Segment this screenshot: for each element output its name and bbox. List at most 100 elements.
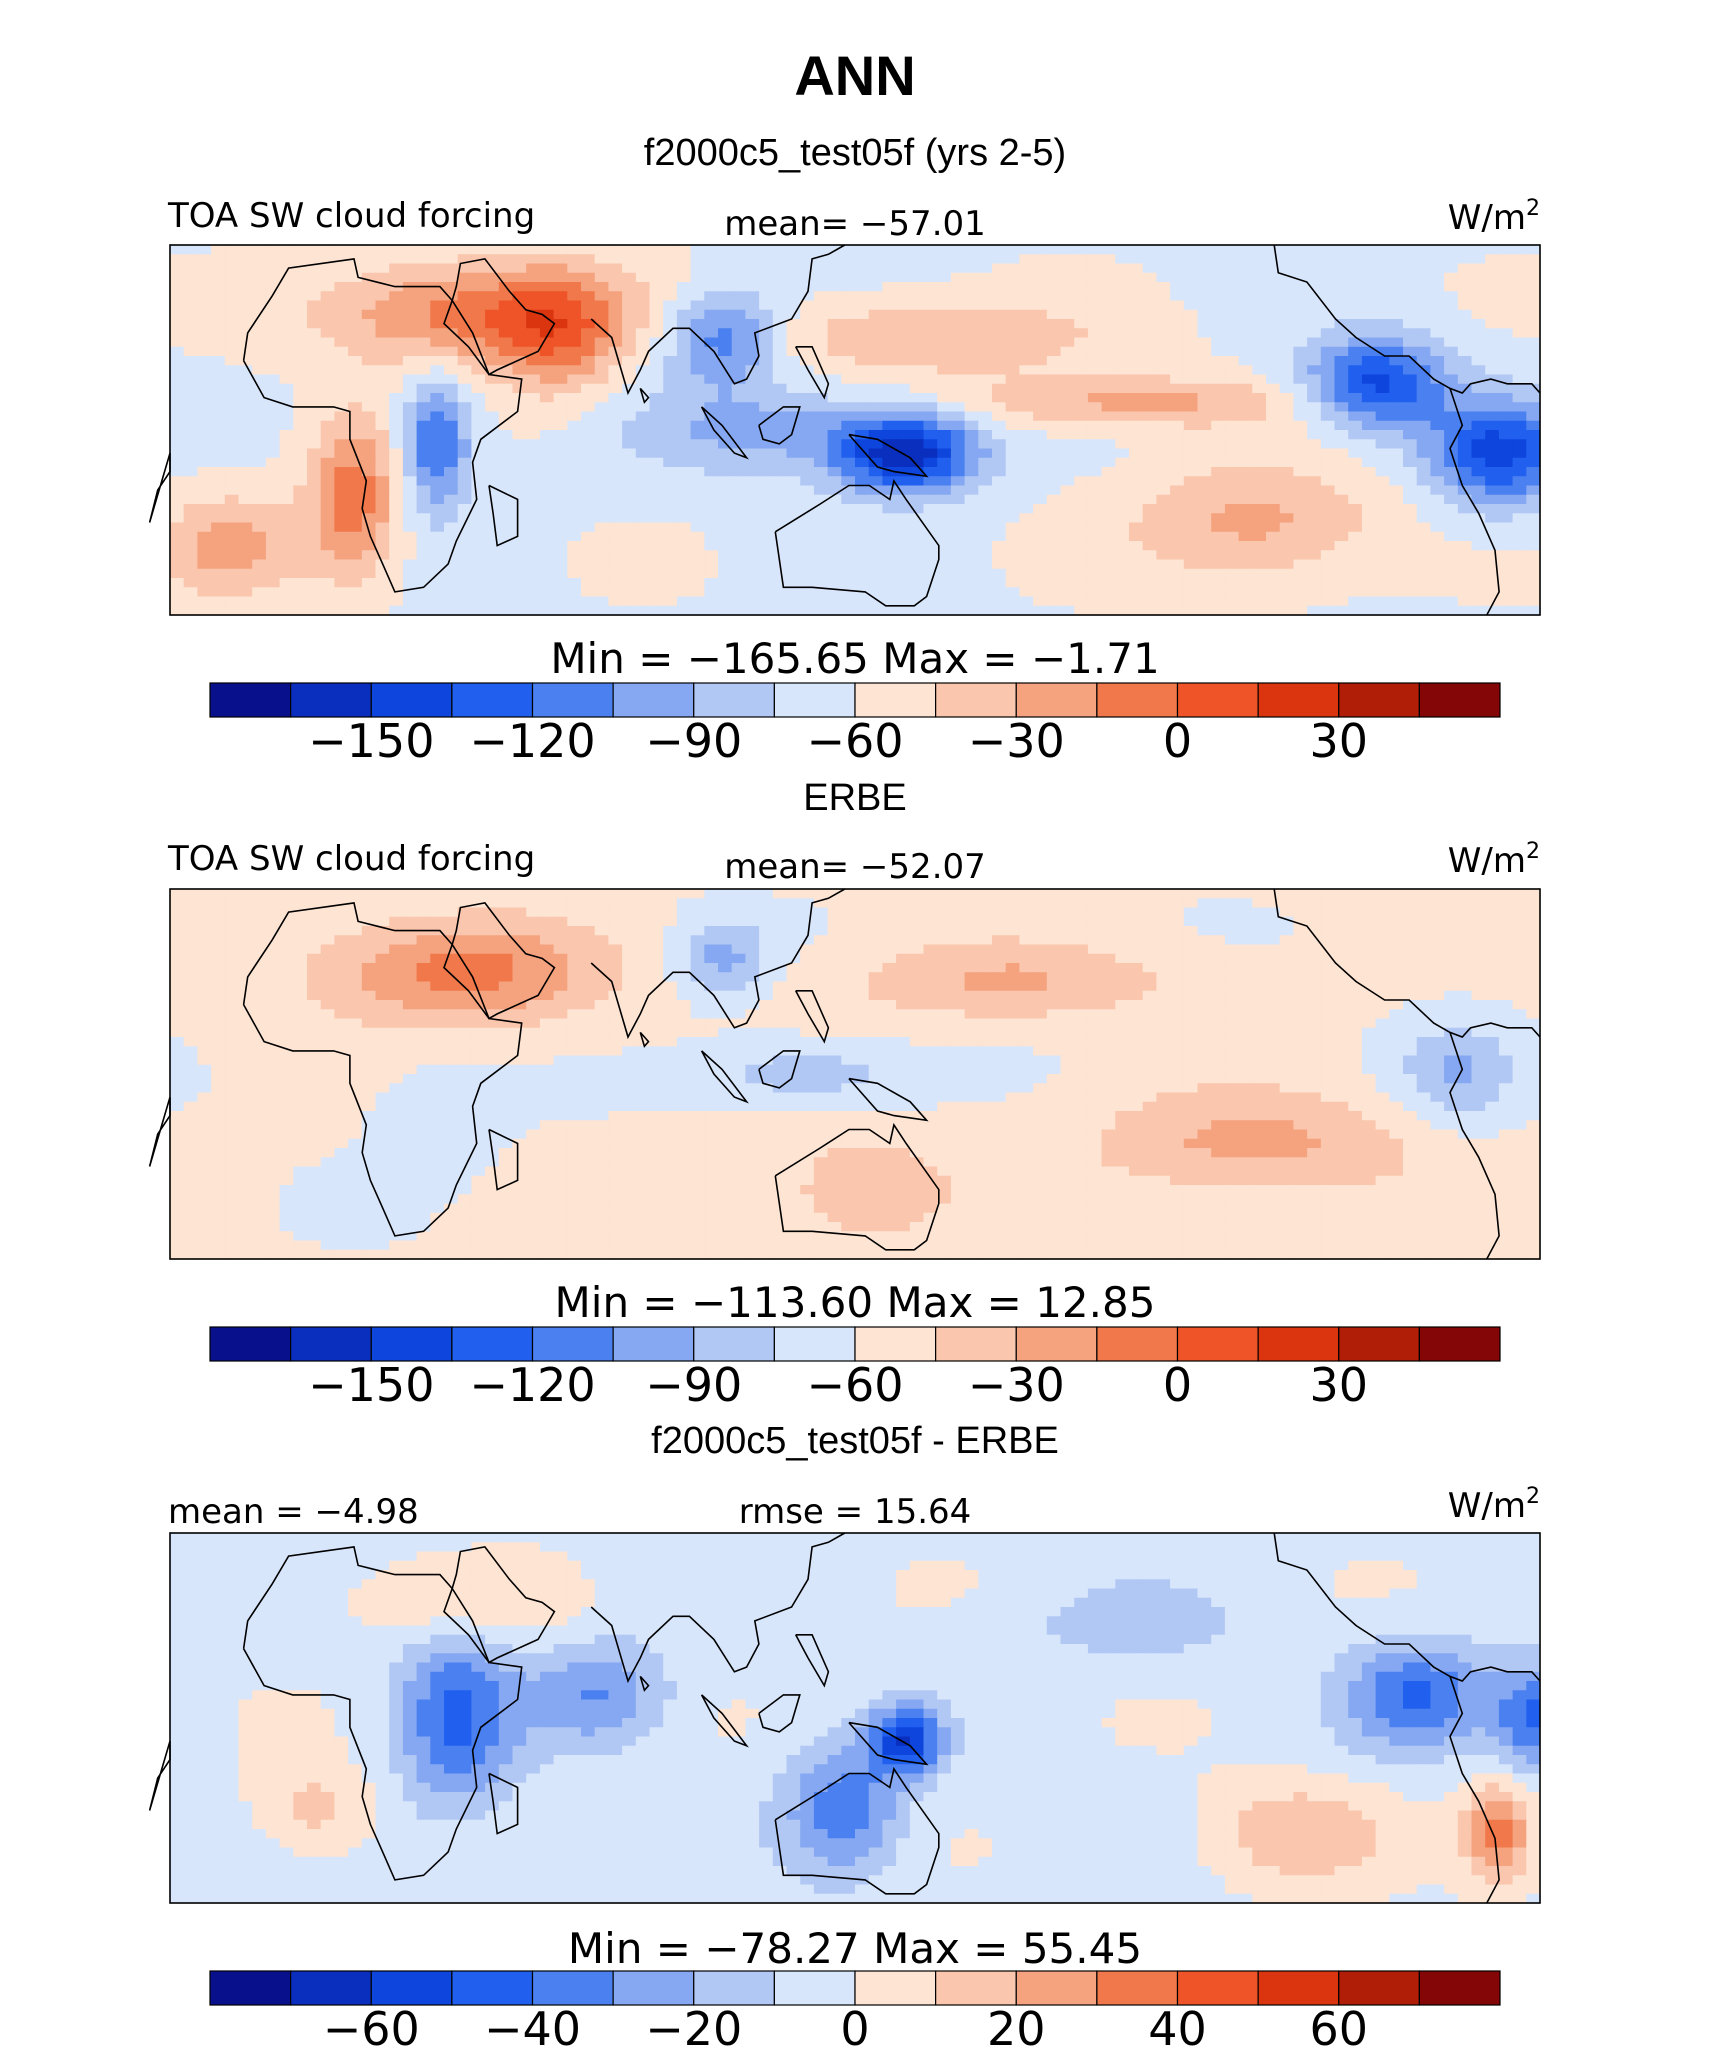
map-cell	[745, 254, 760, 265]
map-cell	[1293, 916, 1308, 927]
map-cell	[416, 467, 431, 477]
map-cell	[320, 907, 335, 918]
map-cell	[1087, 374, 1103, 385]
map-cell	[416, 346, 431, 357]
map-cell	[1348, 898, 1363, 909]
map-cell	[663, 935, 678, 946]
map-cell	[416, 319, 431, 329]
map-cell	[622, 504, 637, 514]
map-cell	[375, 411, 390, 422]
map-cell	[622, 439, 637, 450]
map-cell	[224, 309, 240, 320]
map-cell	[1320, 513, 1336, 524]
map-cell	[444, 907, 459, 918]
map-cell	[731, 568, 746, 579]
map-cell	[1389, 963, 1404, 973]
map-cell	[622, 935, 637, 946]
map-cell	[690, 926, 705, 936]
map-cell	[539, 531, 555, 542]
map-cell	[923, 467, 938, 477]
map-cell	[800, 291, 815, 302]
map-cell	[375, 457, 390, 468]
map-cell	[1156, 430, 1171, 440]
map-cell	[1224, 439, 1240, 450]
map-cell	[1512, 356, 1527, 366]
map-cell	[416, 916, 431, 927]
map-cell	[512, 291, 527, 302]
map-cell	[786, 963, 801, 973]
map-cell	[690, 263, 705, 274]
map-cell	[1183, 467, 1199, 477]
map-cell	[348, 889, 363, 899]
map-cell	[992, 346, 1007, 357]
map-cell	[279, 972, 294, 983]
map-cell	[334, 485, 349, 496]
map-cell	[1293, 420, 1308, 431]
map-cell	[1156, 522, 1171, 533]
map-cell	[1266, 596, 1281, 607]
map-cell	[1019, 309, 1034, 320]
map-cell	[1320, 559, 1336, 570]
map-cell	[1019, 898, 1034, 909]
map-cell	[1293, 430, 1308, 440]
map-cell	[252, 898, 267, 909]
map-cell	[1403, 263, 1418, 274]
map-cell	[1170, 393, 1185, 403]
map-cell	[539, 953, 555, 964]
coastline	[488, 484, 519, 547]
map-cell	[389, 531, 404, 542]
map-cell	[1238, 907, 1253, 918]
map-cell	[1389, 411, 1404, 422]
map-cell	[1403, 291, 1418, 302]
map-cell	[1170, 411, 1185, 422]
map-cell	[923, 319, 938, 329]
map-cell	[1389, 559, 1404, 570]
map-cell	[197, 953, 212, 964]
map-cell	[1444, 254, 1459, 265]
map-cell	[909, 282, 925, 292]
map-cell	[238, 476, 253, 487]
map-cell	[279, 568, 294, 579]
map-cell	[1101, 309, 1116, 320]
map-cell	[992, 898, 1007, 909]
map-cell	[704, 972, 719, 983]
map-cell	[1115, 300, 1130, 311]
map-cell	[1498, 568, 1514, 579]
map-cell	[1115, 522, 1130, 533]
map-cell	[1087, 448, 1103, 459]
map-cell	[361, 541, 377, 551]
map-cell	[1403, 476, 1418, 487]
map-cell	[485, 393, 500, 403]
map-cell	[841, 467, 856, 477]
map-cell	[320, 430, 335, 440]
map-cell	[485, 328, 500, 339]
map-cell	[992, 935, 1007, 946]
map-cell	[1252, 944, 1267, 955]
map-cell	[622, 337, 637, 348]
map-cell	[622, 513, 637, 524]
map-cell	[1170, 448, 1185, 459]
map-cell	[594, 328, 609, 339]
map-cell	[348, 374, 363, 385]
map-cell	[1211, 476, 1226, 487]
map-cell	[485, 420, 500, 431]
map-cell	[1129, 944, 1144, 955]
map-cell	[197, 245, 212, 255]
map-cell	[1430, 541, 1445, 551]
map-cell	[567, 448, 582, 459]
map-cell	[265, 541, 281, 551]
map-cell	[1211, 328, 1226, 339]
map-cell	[635, 282, 651, 292]
map-cell	[663, 953, 678, 964]
map-cell	[882, 944, 897, 955]
map-cell	[786, 596, 801, 607]
map-cell	[868, 319, 883, 329]
map-cell	[512, 935, 527, 946]
map-cell	[1307, 926, 1322, 936]
map-cell	[1293, 531, 1308, 542]
map-cell	[1457, 383, 1473, 394]
colorbar-box	[935, 682, 1017, 718]
map-cell	[1444, 402, 1459, 413]
map-cell	[1211, 356, 1226, 366]
map-cell	[457, 596, 472, 607]
